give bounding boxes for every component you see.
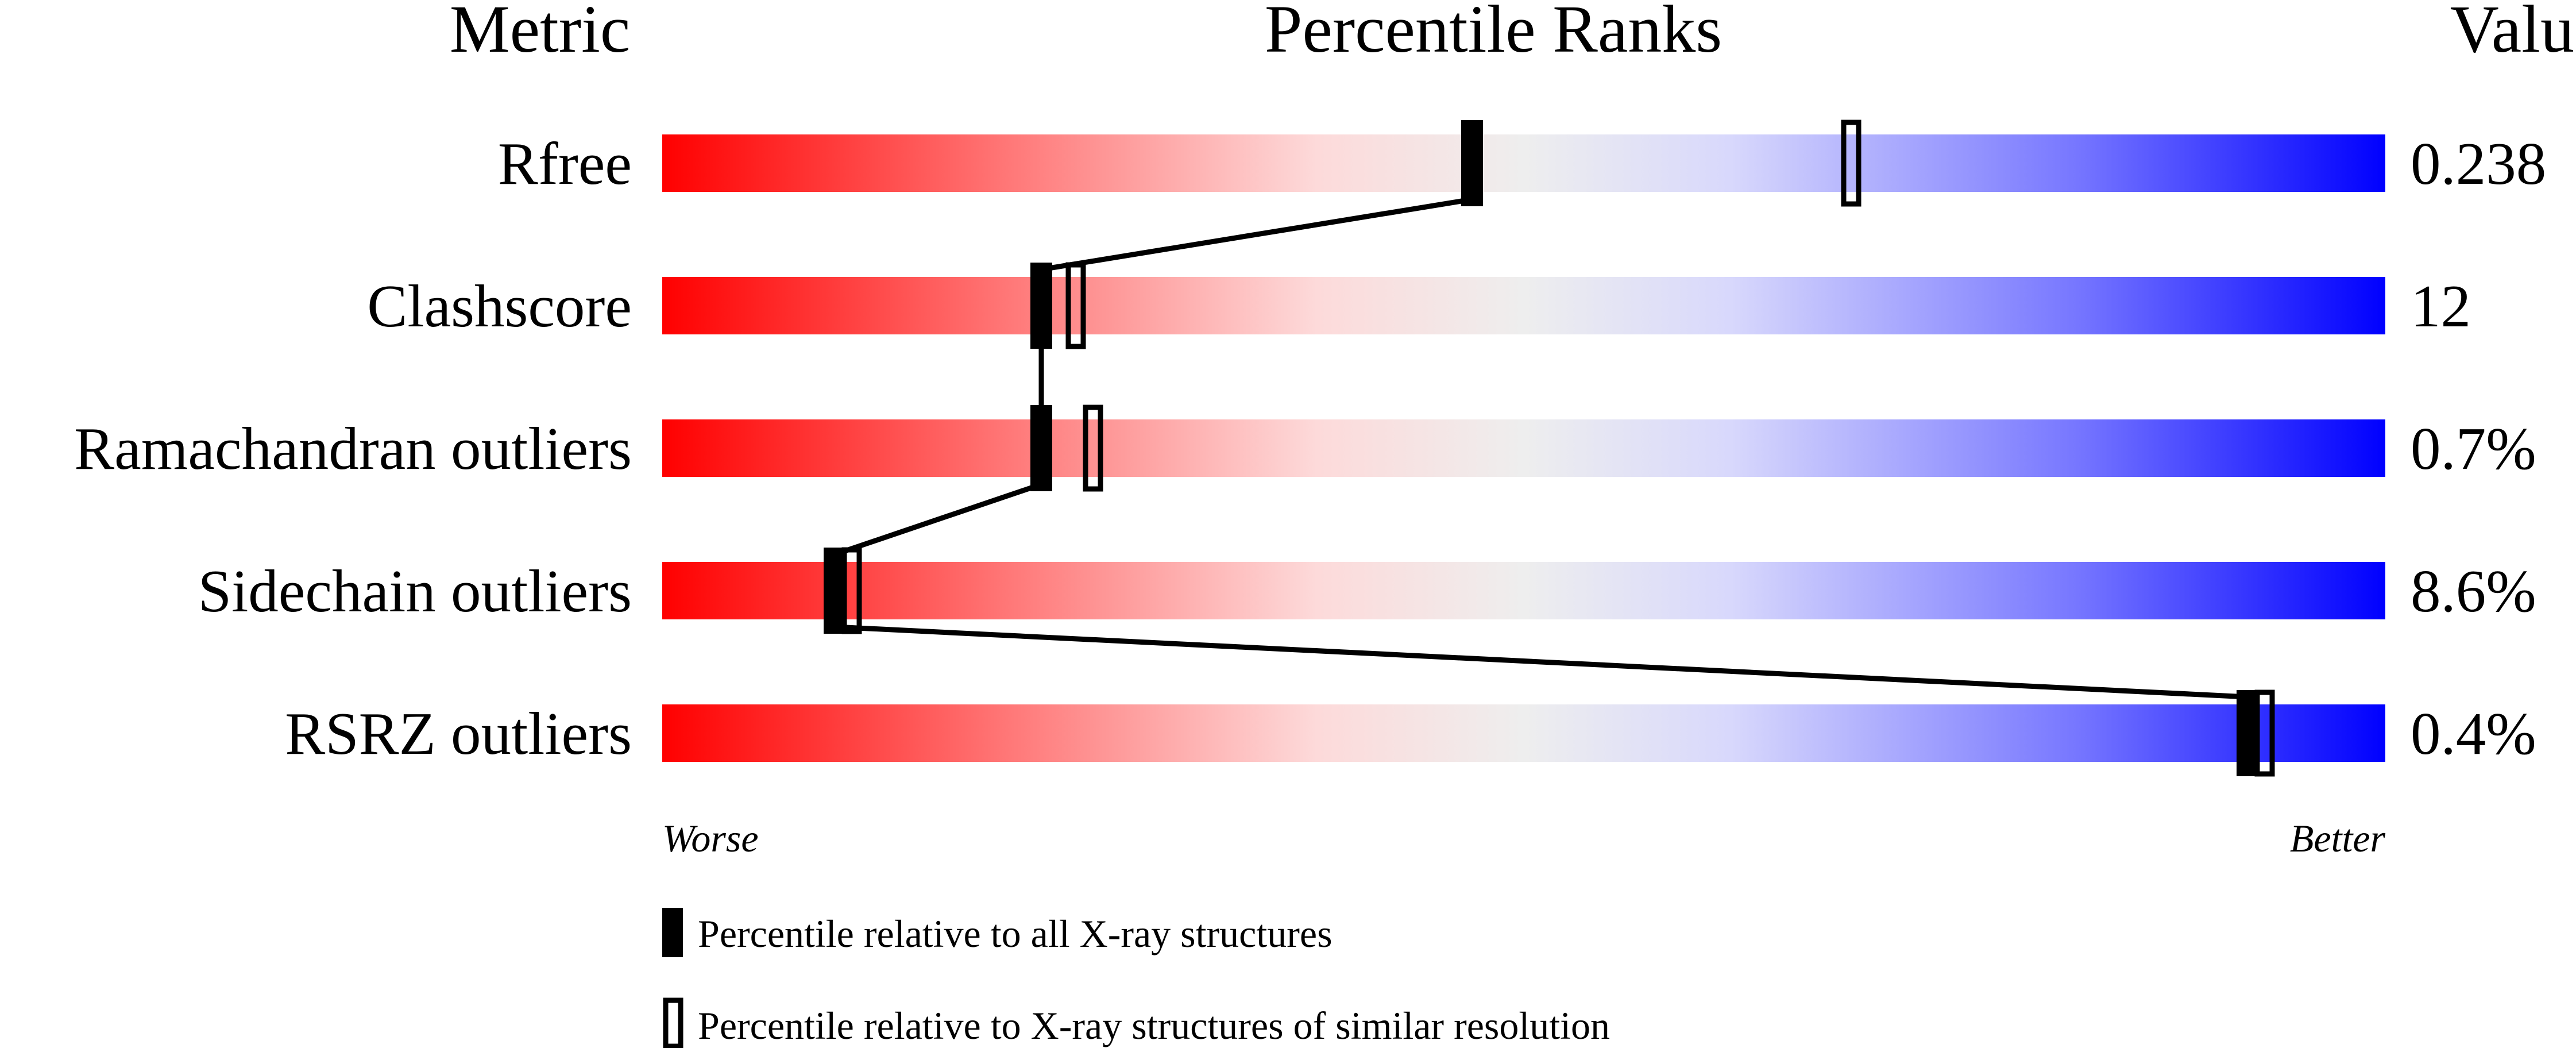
gradient-bar [662,562,2385,619]
header-value: Value [2450,0,2576,67]
marker-similar-resolution [1083,404,1103,492]
marker-all-structures [1030,263,1052,349]
metric-label: Clashscore [367,272,632,340]
connector-line [1041,196,1473,272]
axis-label-worse: Worse [662,816,759,860]
connector-line [833,481,1042,557]
metric-label: Ramachandran outliers [74,415,632,482]
metric-value: 0.238 [2411,130,2546,197]
marker-all-structures [1461,120,1483,206]
metric-label: Rfree [498,130,632,197]
header-percentile-ranks: Percentile Ranks [1265,0,1722,67]
legend-label-similar: Percentile relative to X-ray structures … [698,1004,1610,1047]
gradient-bar [662,134,2385,192]
legend-icon-similar [663,997,683,1048]
marker-all-structures [1030,405,1052,491]
metric-value: 0.4% [2411,700,2536,767]
legend-icon-all [662,908,683,957]
gradient-bar [662,704,2385,762]
legend-label-all: Percentile relative to all X-ray structu… [698,912,1333,955]
gradient-bar [662,419,2385,477]
connector-line [834,624,2248,700]
marker-all-structures [2237,690,2258,776]
marker-similar-resolution [1065,262,1086,349]
metric-label: RSRZ outliers [285,700,632,767]
marker-similar-resolution [1841,120,1861,207]
metric-value: 8.6% [2411,557,2536,625]
metric-label: Sidechain outliers [198,557,632,625]
metric-value: 12 [2411,272,2471,340]
axis-label-better: Better [2290,816,2386,860]
marker-all-structures [824,548,845,634]
header-metric: Metric [450,0,631,67]
metric-value: 0.7% [2411,415,2536,482]
gradient-bar [662,277,2385,334]
